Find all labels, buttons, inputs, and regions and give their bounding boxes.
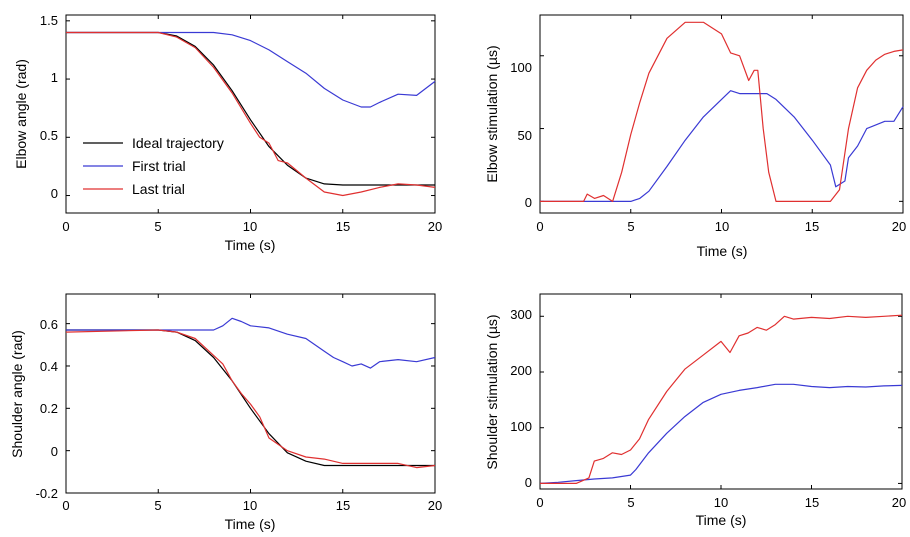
shoulder-stimulation-x-tick-label: 0 xyxy=(536,495,543,510)
elbow-angle-x-tick-label: 10 xyxy=(243,219,257,234)
shoulder-angle-x-tick-label: 15 xyxy=(336,498,350,513)
shoulder-angle-y-tick-label: 0 xyxy=(51,444,58,459)
shoulder-angle-series-first-trial xyxy=(66,317,436,369)
shoulder-stimulation-x-ticks: 0 5 10 15 20 xyxy=(536,294,906,510)
elbow-stimulation-x-tick-label: 10 xyxy=(715,219,729,234)
shoulder-stimulation-y-axis-label: Shoulder stimulation (µs) xyxy=(484,314,500,469)
elbow-stimulation-series-elbow-stimulation-red xyxy=(540,21,904,202)
elbow-stimulation-plot-frame xyxy=(539,14,904,214)
elbow-angle-x-ticks: 0 5 10 15 20 xyxy=(62,15,442,234)
shoulder-angle-y-tick-label: 0.6 xyxy=(40,317,58,332)
shoulder-stimulation-y-tick-label: 100 xyxy=(510,419,532,434)
shoulder-angle-x-tick-label: 10 xyxy=(243,498,257,513)
shoulder-angle-y-tick-label: -0.2 xyxy=(36,486,58,501)
elbow-stimulation-y-axis-label: Elbow stimulation (µs) xyxy=(484,45,500,182)
shoulder-stimulation-x-axis-label: Time (s) xyxy=(696,512,747,528)
shoulder-angle-y-tick-label: 0.2 xyxy=(40,401,58,416)
elbow-stimulation-y-tick-label: 0 xyxy=(525,195,532,210)
shoulder-angle-series-ideal-trajectory xyxy=(66,329,435,467)
shoulder-angle-panel: 0 5 10 15 20 -0.2 0 0.2 0.4 0.6 Time (s)… xyxy=(9,293,442,532)
shoulder-angle-y-ticks: -0.2 0 0.2 0.4 0.6 xyxy=(36,317,435,501)
elbow-angle-x-tick-label: 0 xyxy=(62,219,69,234)
elbow-stimulation-panel: 0 5 10 15 20 0 50 100 Time (s) Elbow sti… xyxy=(484,14,906,259)
elbow-angle-series-ideal-trajectory xyxy=(66,31,435,186)
shoulder-stimulation-y-ticks: 0 100 200 300 xyxy=(510,307,902,490)
elbow-stimulation-x-tick-label: 5 xyxy=(627,219,634,234)
elbow-angle-x-tick-label: 15 xyxy=(336,219,350,234)
shoulder-angle-series-last-trial xyxy=(65,329,436,469)
shoulder-stimulation-y-tick-label: 200 xyxy=(510,363,532,378)
elbow-angle-panel: 0 5 10 15 20 0 0.5 1 1.5 Time (s) Elbow … xyxy=(13,13,442,253)
shoulder-stimulation-x-tick-label: 15 xyxy=(805,495,819,510)
elbow-angle-y-axis-label: Elbow angle (rad) xyxy=(13,59,29,169)
elbow-angle-series-first-trial xyxy=(66,31,436,108)
shoulder-stimulation-panel: 0 5 10 15 20 0 100 200 300 Time (s) Shou… xyxy=(484,293,906,528)
elbow-angle-y-tick-label: 1 xyxy=(51,70,58,85)
shoulder-angle-series xyxy=(65,317,436,469)
elbow-angle-x-tick-label: 20 xyxy=(428,219,442,234)
shoulder-angle-x-tick-label: 5 xyxy=(154,498,161,513)
elbow-stimulation-series-elbow-stimulation-blue xyxy=(540,90,904,202)
legend-label-last: Last trial xyxy=(132,181,185,197)
legend: Ideal trajectory First trial Last trial xyxy=(83,135,224,197)
shoulder-angle-y-axis-label: Shoulder angle (rad) xyxy=(9,330,25,458)
elbow-angle-y-tick-label: 1.5 xyxy=(40,13,58,28)
elbow-stimulation-x-tick-label: 20 xyxy=(892,219,906,234)
elbow-angle-series-last-trial xyxy=(66,31,436,197)
elbow-angle-x-axis-label: Time (s) xyxy=(225,237,276,253)
elbow-stimulation-x-ticks: 0 5 10 15 20 xyxy=(536,15,906,234)
shoulder-angle-y-tick-label: 0.4 xyxy=(40,359,58,374)
shoulder-stimulation-plot-frame xyxy=(539,293,903,490)
elbow-stimulation-x-tick-label: 15 xyxy=(805,219,819,234)
elbow-stimulation-y-ticks: 0 50 100 xyxy=(510,55,903,210)
legend-label-first: First trial xyxy=(132,158,186,174)
shoulder-stimulation-series-shoulder-stimulation-red xyxy=(540,314,903,484)
elbow-stimulation-x-axis-label: Time (s) xyxy=(697,243,748,259)
elbow-angle-y-tick-label: 0 xyxy=(51,186,58,201)
shoulder-stimulation-x-tick-label: 20 xyxy=(892,495,906,510)
elbow-stimulation-y-tick-label: 50 xyxy=(518,128,532,143)
elbow-angle-y-ticks: 0 0.5 1 1.5 xyxy=(40,13,435,201)
elbow-angle-x-tick-label: 5 xyxy=(154,219,161,234)
shoulder-stimulation-x-tick-label: 10 xyxy=(714,495,728,510)
elbow-angle-y-tick-label: 0.5 xyxy=(40,128,58,143)
elbow-angle-plot-frame xyxy=(65,14,436,214)
shoulder-angle-x-ticks: 0 5 10 15 20 xyxy=(62,294,442,513)
shoulder-stimulation-y-tick-label: 0 xyxy=(525,475,532,490)
legend-label-ideal: Ideal trajectory xyxy=(132,135,224,151)
shoulder-stimulation-y-tick-label: 300 xyxy=(510,307,532,322)
elbow-angle-series xyxy=(66,31,436,197)
elbow-stimulation-series xyxy=(540,21,904,202)
shoulder-stimulation-x-tick-label: 5 xyxy=(627,495,634,510)
shoulder-angle-x-tick-label: 20 xyxy=(428,498,442,513)
elbow-stimulation-y-tick-label: 100 xyxy=(510,60,532,75)
elbow-stimulation-x-tick-label: 0 xyxy=(536,219,543,234)
shoulder-angle-x-tick-label: 0 xyxy=(62,498,69,513)
shoulder-stimulation-series-shoulder-stimulation-blue xyxy=(539,383,903,484)
shoulder-angle-x-axis-label: Time (s) xyxy=(225,516,276,532)
shoulder-stimulation-series xyxy=(539,314,903,484)
